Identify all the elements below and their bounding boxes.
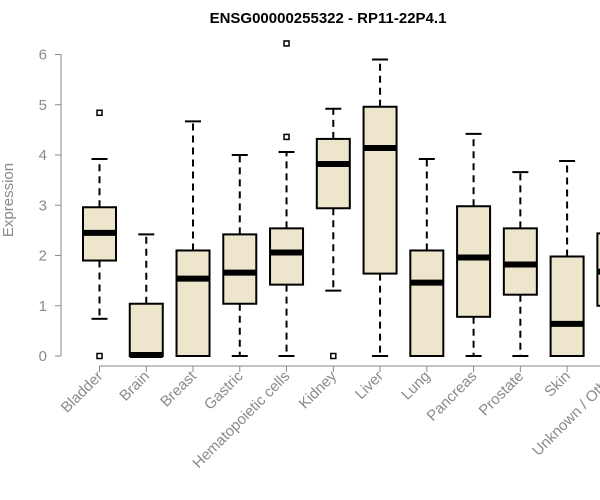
outlier-point <box>96 109 103 117</box>
y-tick-label: 6 <box>39 47 47 64</box>
y-axis-label: Expression <box>0 163 17 237</box>
x-category-label: Brain <box>116 368 153 405</box>
y-tick-label: 3 <box>39 197 47 214</box>
iqr-box <box>315 137 351 210</box>
box-gastric <box>222 154 258 357</box>
chart-title: ENSG00000255322 - RP11-22P4.1 <box>210 10 447 27</box>
y-tick-label: 2 <box>39 248 47 265</box>
outlier-point <box>96 352 103 360</box>
x-category-label: Kidney <box>296 367 341 412</box>
y-tick-label: 5 <box>39 97 47 114</box>
box-brain <box>128 233 164 358</box>
box-bladder <box>82 109 117 360</box>
y-axis: 0 1 2 3 4 5 6 <box>39 47 62 365</box>
iqr-box <box>502 227 538 296</box>
iqr-box <box>269 227 305 286</box>
iqr-box <box>549 255 585 358</box>
iqr-box <box>175 249 211 358</box>
box-kidney <box>315 107 351 360</box>
y-tick-label: 0 <box>39 348 47 365</box>
box-hematopoietic-cells <box>269 40 305 357</box>
box-liver <box>362 58 398 357</box>
x-category-label: Bladder <box>58 368 107 417</box>
iqr-box <box>128 302 164 357</box>
x-category-label: Gastric <box>201 367 247 413</box>
x-category-label: Lung <box>398 368 434 404</box>
iqr-box <box>409 249 445 358</box>
box-prostate <box>502 171 538 357</box>
box-unknown-other <box>596 232 600 307</box>
outlier-point <box>283 133 290 141</box>
x-category-label: Skin <box>541 368 574 401</box>
box-pancreas <box>456 132 492 357</box>
iqr-box <box>362 105 398 275</box>
x-category-label: Breast <box>157 367 200 410</box>
x-category-label: Prostate <box>476 368 528 420</box>
box-lung <box>409 158 445 358</box>
y-tick-label: 4 <box>39 147 47 164</box>
outlier-point <box>330 352 337 360</box>
iqr-box <box>222 233 258 305</box>
box-skin <box>549 160 585 358</box>
box-breast <box>175 120 211 358</box>
y-tick-label: 1 <box>39 298 47 315</box>
box-series <box>82 40 600 360</box>
iqr-box <box>456 205 492 318</box>
x-category-label: Pancreas <box>424 368 481 425</box>
x-category-label: Liver <box>352 368 387 403</box>
outlier-point <box>283 40 290 47</box>
